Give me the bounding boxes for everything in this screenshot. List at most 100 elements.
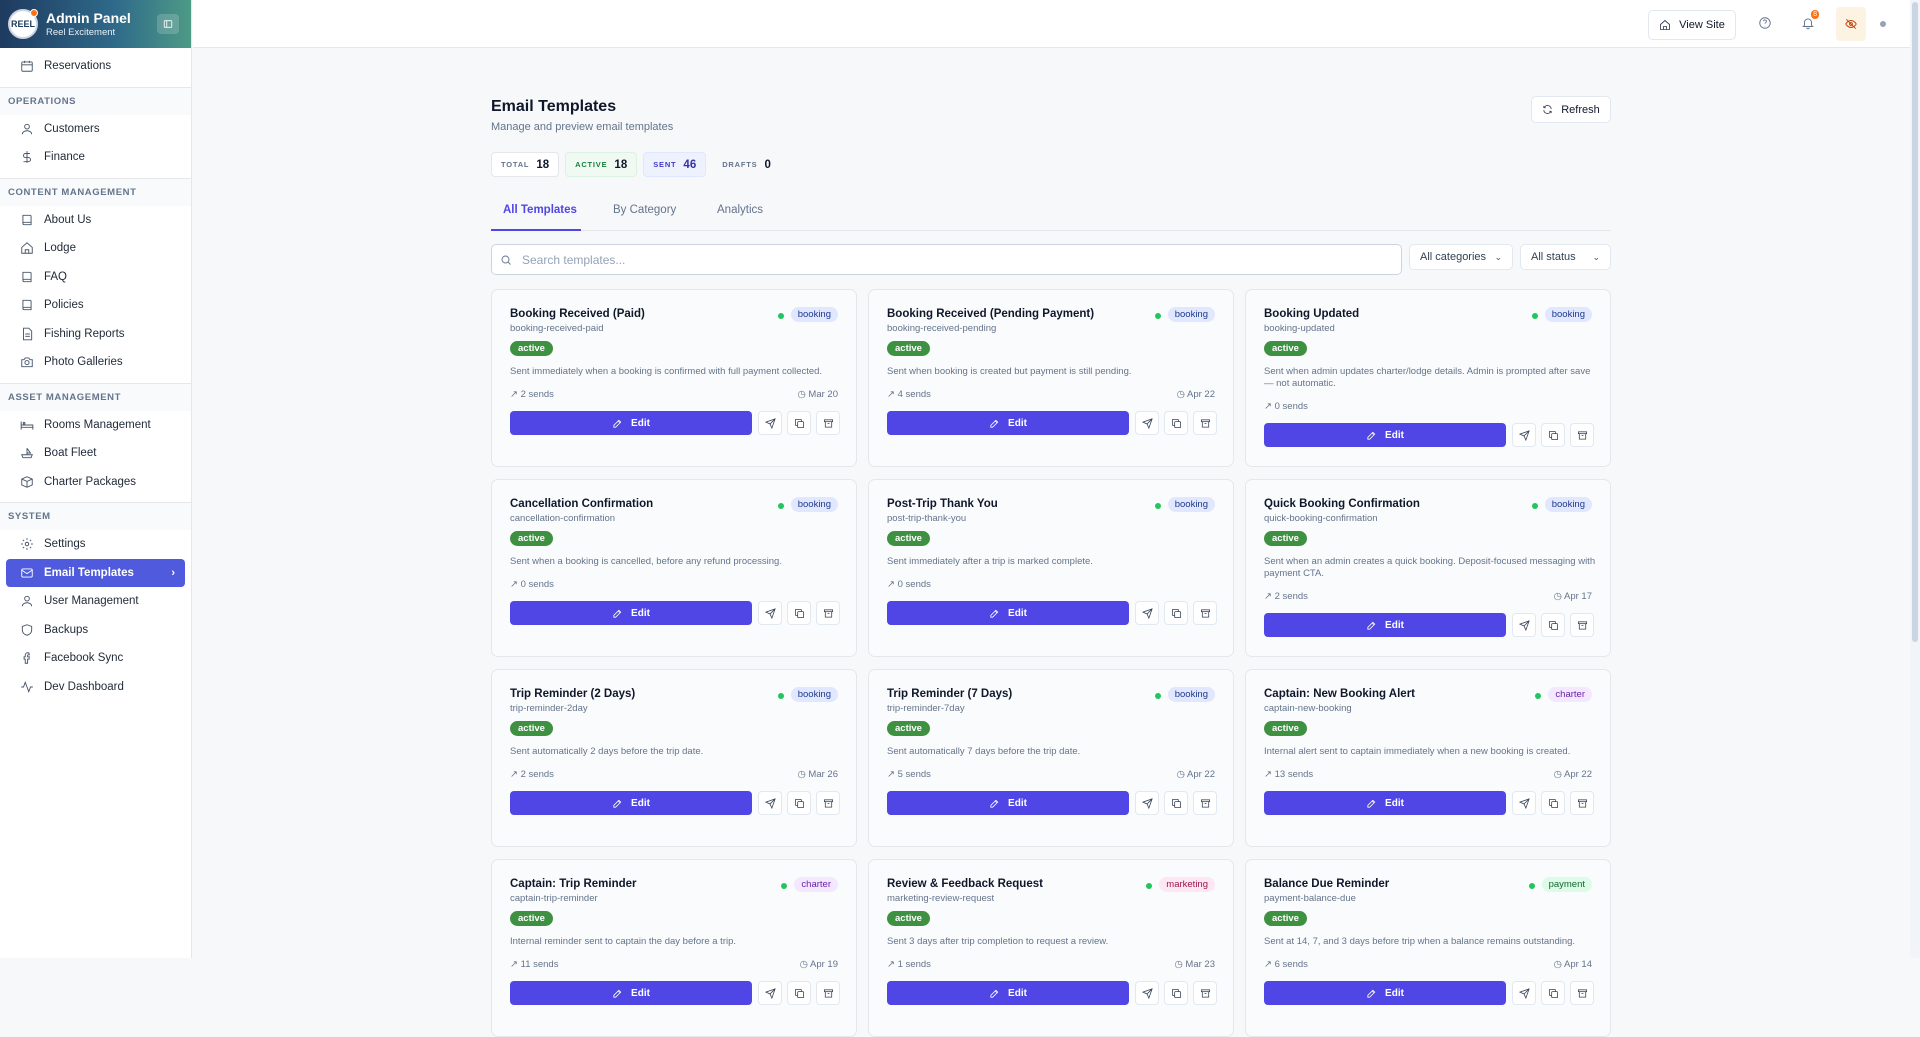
duplicate-button[interactable] [1541,791,1565,815]
status-filter-value: All status [1531,251,1576,263]
edit-button[interactable]: Edit [887,791,1129,815]
send-test-button[interactable] [1512,791,1536,815]
edit-button[interactable]: Edit [887,601,1129,625]
sidebar-item-settings[interactable]: Settings [6,530,185,559]
send-test-button[interactable] [1135,791,1159,815]
duplicate-button[interactable] [787,791,811,815]
sidebar-item-fishing-reports[interactable]: Fishing Reports [6,320,185,349]
refresh-button[interactable]: Refresh [1531,96,1611,123]
sidebar-item-customers[interactable]: Customers [6,115,185,144]
template-description: Sent when admin updates charter/lodge de… [1264,366,1591,389]
archive-button[interactable] [1193,791,1217,815]
archive-button[interactable] [816,601,840,625]
send-test-button[interactable] [1512,981,1536,1005]
search-input[interactable]: Search templates... [491,244,1402,275]
sidebar-item-email-templates[interactable]: Email Templates › [6,558,185,587]
send-count-value: 4 sends [897,389,931,400]
send-test-button[interactable] [1135,411,1159,435]
duplicate-button[interactable] [787,411,811,435]
archive-button[interactable] [1193,411,1217,435]
duplicate-button[interactable] [1164,411,1188,435]
edit-button[interactable]: Edit [1264,613,1506,637]
send-count: ↗ 13 sends [1264,769,1313,780]
send-test-button[interactable] [758,791,782,815]
sidebar-item-dev-dashboard[interactable]: Dev Dashboard [6,673,185,702]
archive-button[interactable] [1570,981,1594,1005]
edit-button[interactable]: Edit [510,791,752,815]
edit-button[interactable]: Edit [1264,791,1506,815]
edit-button[interactable]: Edit [510,411,752,435]
edit-button[interactable]: Edit [510,981,752,1005]
duplicate-button[interactable] [1541,981,1565,1005]
archive-button[interactable] [816,791,840,815]
sidebar-item-user-management[interactable]: User Management [6,587,185,616]
edit-button[interactable]: Edit [887,981,1129,1005]
archive-button[interactable] [1570,613,1594,637]
sidebar-item-photo-galleries[interactable]: Photo Galleries [6,348,185,377]
last-sent-date: ◷ Apr 22 [1554,769,1592,780]
sidebar-item-charter-packages[interactable]: Charter Packages [6,468,185,497]
send-test-button[interactable] [758,411,782,435]
page-scrollbar[interactable] [1910,0,1920,958]
status-filter-select[interactable]: All status ⌄ [1520,244,1611,270]
sidebar-item-facebook-sync[interactable]: Facebook Sync [6,644,185,673]
edit-button[interactable]: Edit [510,601,752,625]
send-test-button[interactable] [758,601,782,625]
duplicate-button[interactable] [1164,791,1188,815]
brand-title: Admin Panel [46,9,131,26]
sidebar-item-reservations[interactable]: Reservations [6,52,185,81]
send-test-button[interactable] [758,981,782,1005]
duplicate-button[interactable] [787,601,811,625]
archive-button[interactable] [1193,601,1217,625]
archive-button[interactable] [816,981,840,1005]
send-test-button[interactable] [1135,981,1159,1005]
tab-analytics[interactable]: Analytics [717,204,764,216]
archive-button[interactable] [1570,791,1594,815]
sidebar-item-policies[interactable]: Policies [6,291,185,320]
duplicate-button[interactable] [1164,981,1188,1005]
sidebar-item-label: Charter Packages [44,475,137,488]
sidebar-item-lodge[interactable]: Lodge [6,234,185,263]
template-name: Trip Reminder (7 Days) [887,688,1013,700]
bell-icon [1802,18,1814,30]
tabs: All Templates By Category Analytics [491,194,1611,231]
sidebar-item-faq[interactable]: FAQ [6,263,185,292]
tab-by-category[interactable]: By Category [613,204,677,216]
calendar-icon [21,61,33,72]
sidebar-item-backups[interactable]: Backups [6,616,185,645]
archive-button[interactable] [1193,981,1217,1005]
last-sent-date: ◷ Apr 17 [1554,591,1592,602]
duplicate-button[interactable] [787,981,811,1005]
visibility-toggle-button[interactable] [1836,7,1866,41]
view-site-button[interactable]: View Site [1648,10,1736,40]
sidebar-item-finance[interactable]: Finance [6,143,185,172]
category-filter-select[interactable]: All categories ⌄ [1409,244,1513,270]
sidebar-item-about-us[interactable]: About Us [6,206,185,235]
last-sent-date: ◷ Apr 22 [1177,389,1215,400]
sidebar-item-rooms-management[interactable]: Rooms Management [6,411,185,440]
duplicate-button[interactable] [1164,601,1188,625]
edit-button[interactable]: Edit [887,411,1129,435]
sidebar-collapse-button[interactable] [157,14,179,34]
notifications-button[interactable]: 8 [1799,10,1819,32]
duplicate-button[interactable] [1541,613,1565,637]
dollar-icon [23,151,31,164]
tab-all-templates[interactable]: All Templates [503,204,577,216]
template-slug: captain-trip-reminder [510,893,598,904]
help-button[interactable] [1756,14,1774,32]
edit-button[interactable]: Edit [1264,423,1506,447]
duplicate-button[interactable] [1541,423,1565,447]
send-test-button[interactable] [1512,423,1536,447]
sidebar-item-boat-fleet[interactable]: Boat Fleet [6,439,185,468]
send-icon [1518,797,1530,809]
clock-icon: ◷ [1176,769,1185,780]
scrollbar-thumb[interactable] [1912,2,1918,642]
archive-button[interactable] [816,411,840,435]
archive-button[interactable] [1570,423,1594,447]
send-test-button[interactable] [1135,601,1159,625]
edit-icon [613,419,622,428]
send-test-button[interactable] [1512,613,1536,637]
active-status-dot [778,693,784,699]
archive-icon [823,608,833,618]
edit-button[interactable]: Edit [1264,981,1506,1005]
